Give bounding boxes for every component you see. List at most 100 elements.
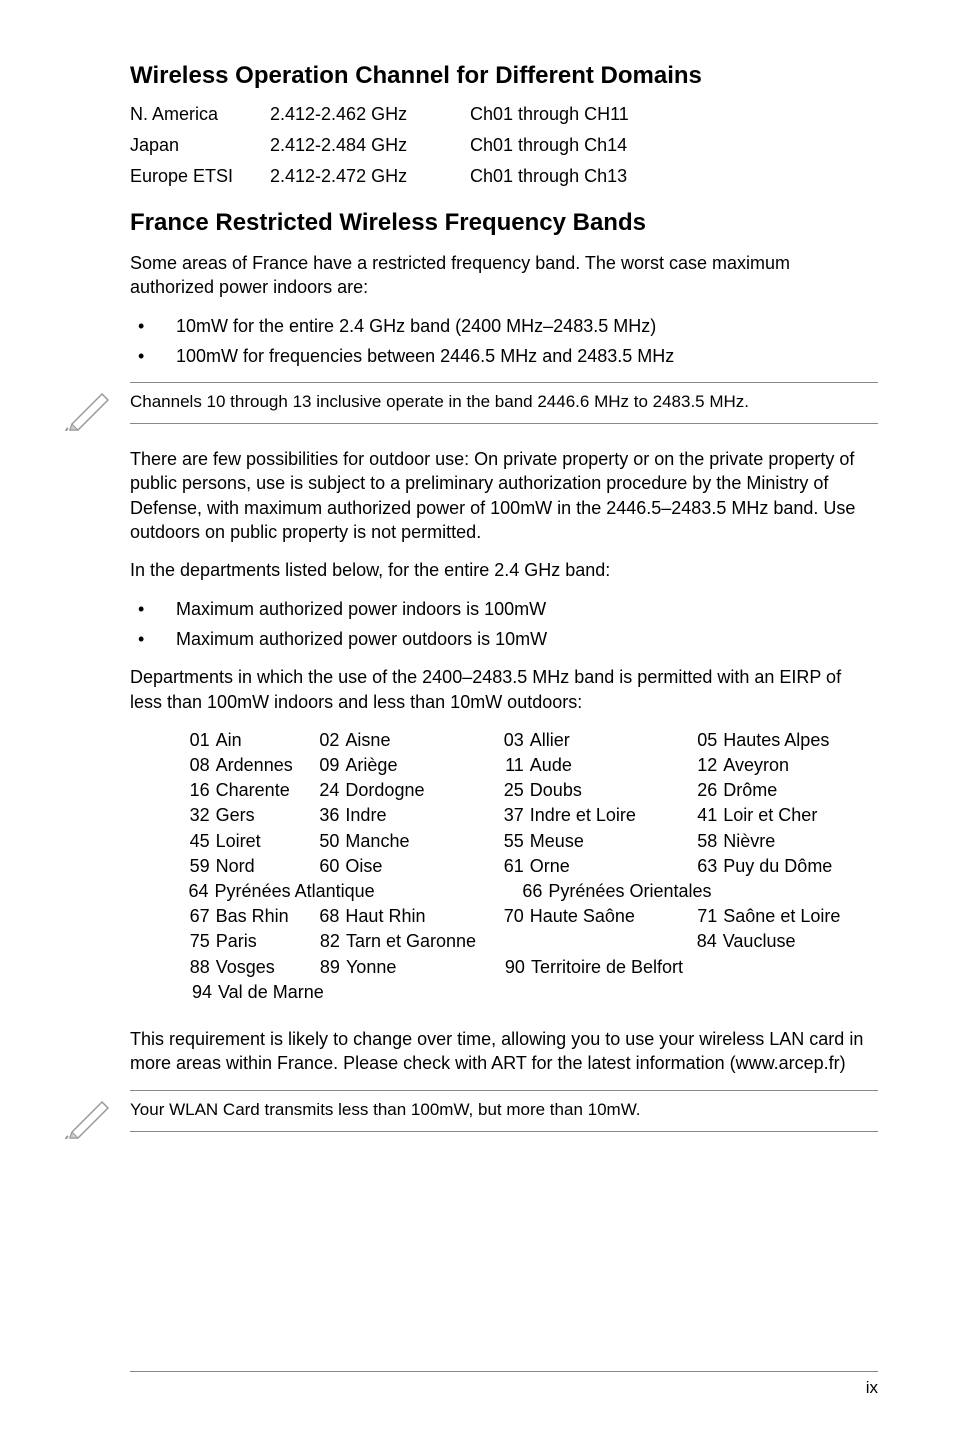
page-number: ix bbox=[130, 1378, 878, 1398]
dept-name: Haut Rhin bbox=[345, 904, 500, 929]
dept-num: 82 bbox=[316, 929, 346, 954]
dept-name: Yonne bbox=[346, 955, 501, 980]
page-footer: ix bbox=[130, 1371, 878, 1398]
dept-num: 03 bbox=[500, 728, 530, 753]
dept-num: 58 bbox=[694, 829, 724, 854]
dept-num: 61 bbox=[500, 854, 530, 879]
note-text: Your WLAN Card transmits less than 100mW… bbox=[130, 1090, 878, 1132]
dept-name: Orne bbox=[530, 854, 694, 879]
dept-num: 68 bbox=[316, 904, 346, 929]
note-text: Channels 10 through 13 inclusive operate… bbox=[130, 382, 878, 424]
note-block: Your WLAN Card transmits less than 100mW… bbox=[130, 1090, 878, 1145]
dept-num: 50 bbox=[316, 829, 346, 854]
dept-name: Aisne bbox=[345, 728, 500, 753]
pencil-icon bbox=[64, 1092, 116, 1145]
dept-name: Oise bbox=[345, 854, 500, 879]
body-paragraph: Some areas of France have a restricted f… bbox=[130, 251, 878, 300]
table-row: 32Gers 36Indre 37Indre et Loire 41Loir e… bbox=[186, 803, 878, 828]
dept-name: Val de Marne bbox=[218, 980, 570, 1005]
dept-num: 41 bbox=[694, 803, 724, 828]
dept-name: Charente bbox=[216, 778, 316, 803]
dept-name: Tarn et Garonne bbox=[346, 929, 693, 954]
list-item: 100mW for frequencies between 2446.5 MHz… bbox=[130, 344, 878, 368]
dept-name: Ardennes bbox=[216, 753, 316, 778]
channel-table: N. America 2.412-2.462 GHz Ch01 through … bbox=[130, 104, 878, 187]
section-heading: France Restricted Wireless Frequency Ban… bbox=[130, 209, 878, 237]
dept-num: 89 bbox=[316, 955, 346, 980]
dept-num: 08 bbox=[186, 753, 216, 778]
dept-num: 45 bbox=[186, 829, 216, 854]
dept-num: 11 bbox=[500, 753, 530, 778]
dept-name: Gers bbox=[216, 803, 316, 828]
dept-name: Aveyron bbox=[723, 753, 878, 778]
dept-name: Pyrénées Atlantique bbox=[215, 879, 520, 904]
region-cell: Europe ETSI bbox=[130, 166, 270, 187]
dept-num: 01 bbox=[186, 728, 216, 753]
table-row: 75Paris 82Tarn et Garonne 84Vaucluse bbox=[186, 929, 878, 954]
freq-cell: 2.412-2.462 GHz bbox=[270, 104, 470, 125]
body-paragraph: This requirement is likely to change ove… bbox=[130, 1027, 878, 1076]
dept-num: 94 bbox=[186, 980, 218, 1005]
dept-name: Dordogne bbox=[345, 778, 500, 803]
dept-num: 16 bbox=[186, 778, 216, 803]
dept-name: Aude bbox=[530, 753, 694, 778]
table-row: 01Ain 02Aisne 03Allier 05Hautes Alpes bbox=[186, 728, 878, 753]
body-paragraph: Departments in which the use of the 2400… bbox=[130, 665, 878, 714]
table-row: Europe ETSI 2.412-2.472 GHz Ch01 through… bbox=[130, 166, 878, 187]
dept-num: 55 bbox=[500, 829, 530, 854]
note-block: Channels 10 through 13 inclusive operate… bbox=[130, 382, 878, 437]
dept-name: Vosges bbox=[216, 955, 316, 980]
departments-table: 01Ain 02Aisne 03Allier 05Hautes Alpes 08… bbox=[186, 728, 878, 1005]
dept-num: 24 bbox=[316, 778, 346, 803]
channels-cell: Ch01 through Ch14 bbox=[470, 135, 690, 156]
region-cell: Japan bbox=[130, 135, 270, 156]
body-paragraph: There are few possibilities for outdoor … bbox=[130, 447, 878, 544]
body-paragraph: In the departments listed below, for the… bbox=[130, 558, 878, 582]
dept-num: 71 bbox=[694, 904, 724, 929]
dept-num: 05 bbox=[694, 728, 724, 753]
dept-num: 67 bbox=[186, 904, 216, 929]
section-heading: Wireless Operation Channel for Different… bbox=[130, 62, 878, 90]
list-item: Maximum authorized power indoors is 100m… bbox=[130, 597, 878, 621]
table-row: 08Ardennes 09Ariège 11Aude 12Aveyron bbox=[186, 753, 878, 778]
pencil-icon bbox=[64, 384, 116, 437]
dept-name: Indre bbox=[345, 803, 500, 828]
dept-name: Loiret bbox=[216, 829, 316, 854]
dept-num: 32 bbox=[186, 803, 216, 828]
footer-rule bbox=[130, 1371, 878, 1372]
dept-name: Nièvre bbox=[723, 829, 878, 854]
dept-num: 12 bbox=[694, 753, 724, 778]
dept-num: 02 bbox=[316, 728, 346, 753]
dept-name: Indre et Loire bbox=[530, 803, 694, 828]
dept-name: Ariège bbox=[345, 753, 500, 778]
dept-name: Drôme bbox=[723, 778, 878, 803]
dept-num: 59 bbox=[186, 854, 216, 879]
dept-num: 37 bbox=[500, 803, 530, 828]
dept-name: Paris bbox=[216, 929, 316, 954]
region-cell: N. America bbox=[130, 104, 270, 125]
dept-num: 70 bbox=[500, 904, 530, 929]
dept-num: 09 bbox=[316, 753, 346, 778]
table-row: 64Pyrénées Atlantique 66Pyrénées Orienta… bbox=[186, 879, 878, 904]
dept-name: Haute Saône bbox=[530, 904, 694, 929]
dept-name: Meuse bbox=[530, 829, 694, 854]
dept-num: 25 bbox=[500, 778, 530, 803]
dept-num: 26 bbox=[694, 778, 724, 803]
dept-name: Ain bbox=[216, 728, 316, 753]
table-row: 88Vosges 89Yonne 90Territoire de Belfort bbox=[186, 955, 878, 980]
dept-num: 66 bbox=[520, 879, 549, 904]
dept-name: Pyrénées Orientales bbox=[548, 879, 878, 904]
dept-name: Allier bbox=[530, 728, 694, 753]
dept-name: Territoire de Belfort bbox=[531, 955, 878, 980]
dept-num: 88 bbox=[186, 955, 216, 980]
dept-name: Loir et Cher bbox=[723, 803, 878, 828]
channels-cell: Ch01 through CH11 bbox=[470, 104, 690, 125]
list-item: Maximum authorized power outdoors is 10m… bbox=[130, 627, 878, 651]
freq-cell: 2.412-2.472 GHz bbox=[270, 166, 470, 187]
channels-cell: Ch01 through Ch13 bbox=[470, 166, 690, 187]
dept-num: 84 bbox=[693, 929, 723, 954]
freq-cell: 2.412-2.484 GHz bbox=[270, 135, 470, 156]
dept-name: Manche bbox=[345, 829, 500, 854]
dept-num: 63 bbox=[694, 854, 724, 879]
dept-name: Hautes Alpes bbox=[723, 728, 878, 753]
